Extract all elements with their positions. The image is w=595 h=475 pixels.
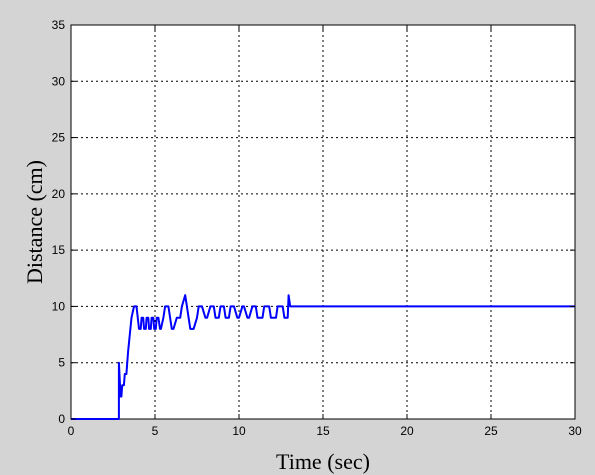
y-tick-label: 20 bbox=[52, 187, 66, 201]
x-tick-label: 25 bbox=[484, 424, 498, 438]
x-tick-label: 15 bbox=[316, 424, 330, 438]
x-tick-label: 30 bbox=[568, 424, 582, 438]
x-tick-label: 0 bbox=[68, 424, 75, 438]
y-tick-label: 10 bbox=[52, 299, 66, 313]
y-tick-label: 35 bbox=[52, 18, 66, 32]
distance-series-line bbox=[71, 294, 575, 420]
y-tick-label: 0 bbox=[58, 412, 65, 426]
y-tick-label: 15 bbox=[52, 243, 66, 257]
ticks: 0 5 10 15 20 25 30 0 5 10 15 20 25 30 35 bbox=[52, 18, 582, 438]
x-tick-label: 20 bbox=[400, 424, 414, 438]
series-layer bbox=[71, 294, 575, 420]
x-axis-title: Time (sec) bbox=[276, 449, 370, 474]
y-tick-label: 30 bbox=[52, 74, 66, 88]
y-tick-label: 25 bbox=[52, 131, 66, 145]
x-tick-label: 10 bbox=[232, 424, 246, 438]
x-tick-label: 5 bbox=[152, 424, 159, 438]
y-tick-label: 5 bbox=[58, 356, 65, 370]
y-axis-title: Distance (cm) bbox=[22, 160, 47, 284]
